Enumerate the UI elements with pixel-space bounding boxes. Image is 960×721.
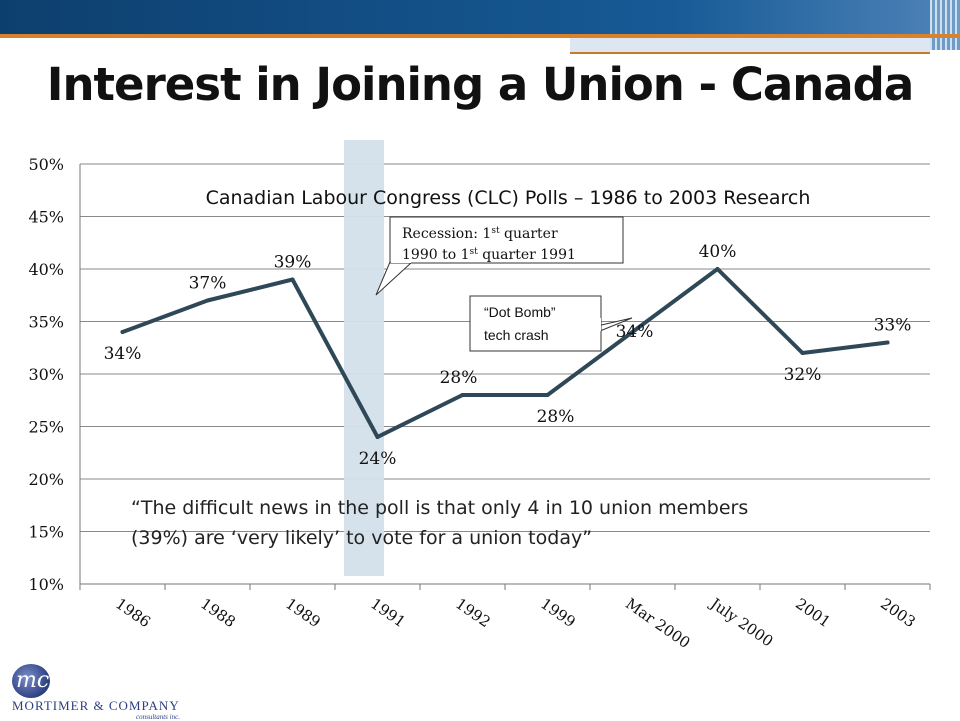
quote-line1: “The difficult news in the poll is that … — [131, 497, 748, 519]
x-tick-label: Mar 2000 — [622, 595, 693, 652]
header-light-bar — [570, 38, 930, 54]
y-tick-label: 35% — [28, 313, 64, 332]
recession-note-line2: 1990 to 1st quarter 1991 — [402, 247, 576, 263]
y-tick-label: 45% — [28, 208, 64, 227]
dotbomb-note-line1: “Dot Bomb” — [484, 304, 556, 320]
data-label: 39% — [274, 253, 312, 273]
recession-note-line1: Recession: 1st quarter — [402, 226, 558, 242]
data-point — [630, 330, 635, 334]
data-label: 34% — [616, 322, 654, 342]
data-label: 40% — [699, 242, 737, 262]
header-stripes — [930, 0, 960, 50]
x-tick-label: 2001 — [792, 595, 834, 632]
data-label: 32% — [784, 365, 822, 385]
x-tick-label: 1992 — [452, 595, 494, 632]
x-tick-label: July 2000 — [706, 593, 777, 650]
header-accent-line — [0, 34, 960, 38]
data-label: 37% — [189, 274, 227, 294]
header-bar — [0, 0, 960, 34]
series-layer — [120, 267, 890, 439]
data-point — [460, 393, 465, 397]
y-axis-ticks: 10% 15% 20% 25% 30% 35% 40% 45% 50% — [28, 155, 64, 594]
data-point — [290, 277, 295, 282]
data-label: 28% — [440, 368, 478, 388]
data-labels: 34% 37% 39% 24% 28% 28% 34% 40% 32% 33% — [104, 242, 912, 469]
data-point — [120, 330, 125, 334]
x-axis-ticks: 1986 1988 1989 1991 1992 1999 Mar 2000 July 200… — [112, 593, 919, 652]
y-tick-label: 25% — [28, 418, 64, 437]
data-point — [715, 267, 720, 271]
data-point — [375, 435, 380, 439]
gridlines — [79, 163, 931, 590]
x-tick-label: 1989 — [282, 595, 324, 632]
dotbomb-callout: “Dot Bomb” tech crash — [469, 295, 633, 352]
x-tick-label: 1988 — [197, 595, 239, 632]
y-tick-label: 50% — [28, 155, 64, 174]
data-point — [205, 298, 210, 303]
data-label: 28% — [537, 407, 575, 427]
y-tick-label: 40% — [28, 260, 64, 279]
x-tick-label: 1986 — [112, 595, 154, 632]
recession-band-layer — [344, 140, 384, 576]
dotbomb-note-line2: tech crash — [484, 327, 549, 343]
data-label: 34% — [104, 344, 142, 364]
y-tick-label: 20% — [28, 470, 64, 489]
slide-title: Interest in Joining a Union - Canada — [46, 58, 914, 111]
chart-title: Canadian Labour Congress (CLC) Polls – 1… — [206, 187, 811, 209]
data-point — [885, 340, 890, 345]
y-tick-label: 10% — [28, 575, 64, 594]
recession-callout: Recession: 1st quarter 1990 to 1st quart… — [375, 216, 624, 296]
logo-subtitle: consultants inc. — [136, 713, 180, 721]
data-point — [800, 351, 805, 355]
line-chart: 10% 15% 20% 25% 30% 35% 40% 45% 50% 1986 1988 1989… — [28, 140, 931, 652]
data-label: 33% — [874, 316, 912, 336]
y-tick-label: 30% — [28, 365, 64, 384]
x-tick-label: 1991 — [367, 595, 409, 632]
recession-band — [344, 140, 384, 576]
logo-name: MORTIMER & COMPANY — [12, 698, 180, 713]
series-line — [120, 267, 890, 439]
logo-mark-text: mc — [16, 668, 50, 693]
x-tick-label: 2003 — [877, 595, 919, 632]
data-label: 24% — [359, 449, 397, 469]
company-logo: mc MORTIMER & COMPANY consultants inc. — [6, 660, 206, 721]
y-tick-label: 15% — [28, 523, 64, 542]
data-point — [545, 393, 550, 397]
x-tick-label: 1999 — [537, 595, 579, 632]
quote-line2: (39%) are ‘very likely’ to vote for a un… — [131, 527, 592, 549]
logo-mark-icon — [12, 664, 50, 698]
